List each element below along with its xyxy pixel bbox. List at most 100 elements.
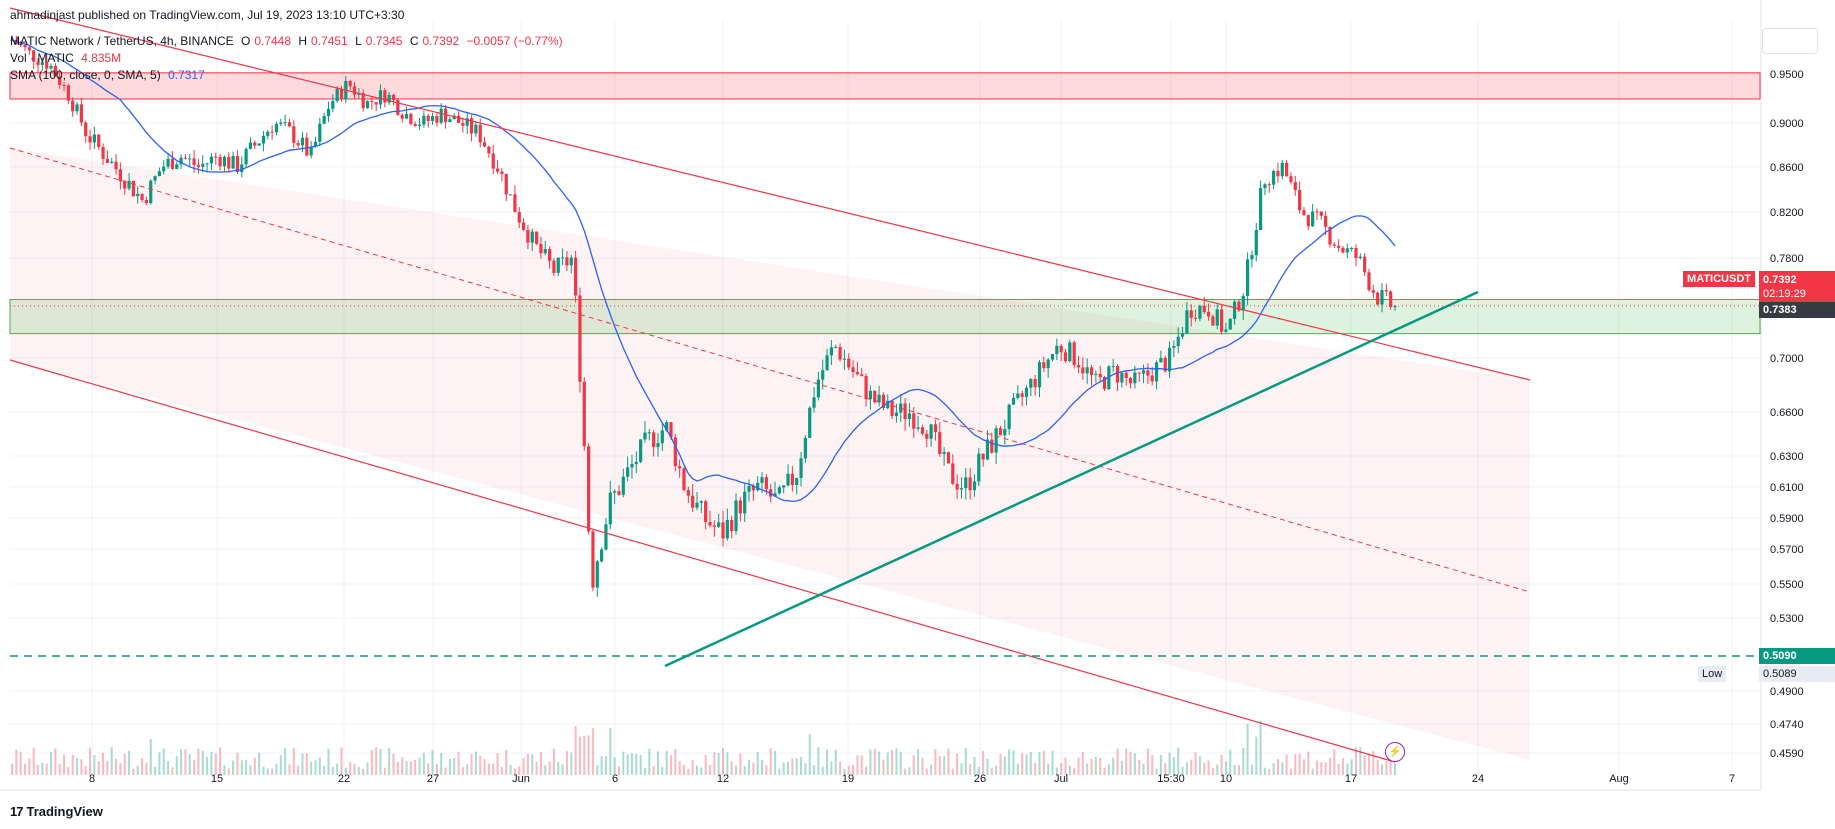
volume-bar [271,768,274,775]
volume-bar [1051,750,1054,775]
volume-bar [1012,750,1015,775]
volume-bar [1311,768,1314,775]
volume-bar [1389,757,1392,775]
volume-bar [431,749,434,775]
x-tick-label: 22 [338,773,350,785]
candle-body [556,257,560,273]
candle-body [1098,373,1102,378]
volume-bar [136,765,139,775]
volume-bar [548,761,551,775]
volume-bar [284,748,287,775]
candle-body [1263,184,1267,189]
volume-bar [318,757,321,775]
volume-bar [331,767,334,775]
candle-body [456,115,461,123]
candle-body [574,257,578,296]
sma-price-tag: 0.7383 [1759,302,1835,318]
ohlc-high: 0.7451 [311,34,348,48]
volume-bar [596,765,599,775]
volume-bar [704,754,707,775]
candle-body [396,100,400,115]
volume-bar [1333,749,1336,775]
volume-bar [995,765,998,775]
volume-bar [908,767,911,775]
candle-body [114,161,118,170]
volume-bar [379,748,382,775]
volume-bar [323,765,326,775]
volume-legend[interactable]: Vol · MATIC 4.835M [10,51,125,65]
candle-body [1050,354,1055,360]
candle-body [1072,342,1076,366]
lightning-icon[interactable]: ⚡ [1385,742,1405,762]
candle-body [838,346,842,360]
x-tick-label: Jul [1054,773,1068,785]
candle-body [1272,170,1276,185]
volume-bar [509,764,512,775]
volume-bar [1229,749,1232,775]
volume-bar [63,754,66,775]
candle-body [925,433,929,439]
volume-bar [1185,762,1188,775]
candle-body [673,437,677,467]
volume-bar [401,757,404,775]
volume-bar [45,763,48,775]
candle-body [287,122,292,127]
volume-bar [327,748,330,775]
volume-bar [487,763,490,775]
volume-bar [613,757,616,775]
volume-bar [1350,759,1353,775]
volume-bar [765,765,768,775]
volume-bar [1112,757,1115,775]
candle-body [131,180,135,197]
candle-body [821,370,825,380]
chart-zones [9,72,1761,760]
x-tick-label: 19 [842,773,854,785]
volume-bar [466,763,469,775]
volume-bar [461,767,464,775]
volume-bar [383,767,386,775]
volume-bar [1081,752,1084,775]
volume-bar [236,752,239,775]
tradingview-logo-icon: 17 [10,804,24,819]
volume-bar [1315,760,1318,775]
candle-body [834,346,838,348]
volume-bar [665,751,668,775]
volume-bar [1129,751,1132,775]
candle-body [560,257,565,259]
volume-bar [938,755,941,775]
candle-body [305,137,309,156]
volume-bar [761,759,764,775]
candle-body [448,119,452,123]
volume-bar [1194,752,1197,775]
candle-body [530,231,534,243]
volume-bar [1328,757,1331,775]
volume-bar [457,751,460,775]
volume-bar [769,748,772,775]
x-tick-label: 27 [427,773,439,785]
support-zone [9,299,1761,335]
symbol-title[interactable]: MATIC Network / TetherUS, 4h, BINANCE [10,34,234,48]
sma-legend[interactable]: SMA (100, close, 0, SMA, 5) 0.7317 [10,68,209,82]
candle-body [1363,256,1367,273]
volume-bar [106,761,109,775]
candle-body [461,122,465,126]
volume-bar [188,754,191,775]
candle-body [1367,272,1371,291]
volume-bar [756,751,759,775]
candle-body [1250,255,1254,260]
chart-settings-button[interactable] [1762,28,1818,54]
candle-body [482,142,487,147]
candle-body [1102,377,1107,390]
channel-mid-line [9,147,1531,593]
countdown-value: 02:19:29 [1763,288,1806,300]
candle-body [816,379,820,398]
tradingview-footer[interactable]: 17 TradingView [10,804,103,819]
candle-body [764,477,768,490]
volume-bar [28,758,31,775]
y-tick-label: 0.4590 [1770,748,1804,760]
candle-body [1141,370,1146,374]
volume-bar [154,766,157,775]
candle-body [864,376,868,400]
candle-body [795,478,799,485]
